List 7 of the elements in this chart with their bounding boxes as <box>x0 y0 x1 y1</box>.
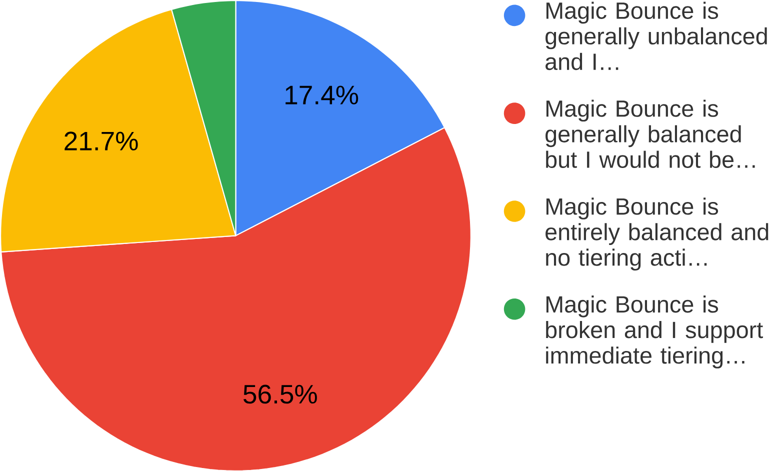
data-label: 17.4% <box>286 86 358 104</box>
legend-label: Magic Bounce is generally unbalanced and I… <box>546 2 767 70</box>
data-label: 56.5% <box>244 384 317 404</box>
legend-label: Magic Bounce is entirely balanced and no tiering acti… <box>546 197 768 270</box>
legend-label: Magic Bounce is generally balanced but I would not be… <box>546 99 755 168</box>
legend-label: Magic Bounce is broken and I support immediate tiering… <box>546 295 763 368</box>
data-label: 21.7% <box>64 131 138 150</box>
